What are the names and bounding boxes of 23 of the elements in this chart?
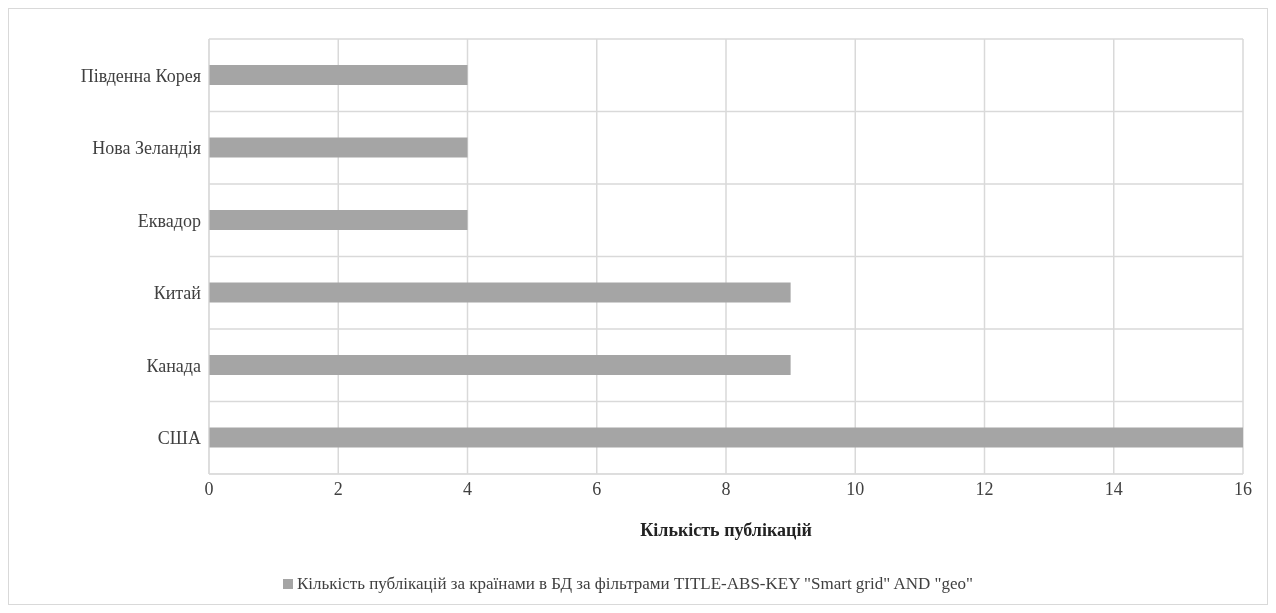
- y-tick-label: Південна Корея: [80, 65, 201, 86]
- x-tick-label: 10: [846, 478, 865, 499]
- x-tick-label: 8: [721, 478, 731, 499]
- legend-label: Кількість публікацій за країнами в БД за фільтрами TITLE-ABS-KEY "Smart grid" AND "geo": [296, 574, 973, 594]
- bar: [209, 210, 468, 230]
- x-tick-label: 14: [1104, 478, 1123, 499]
- bar: [209, 65, 468, 85]
- x-tick-label: 0: [204, 478, 214, 499]
- y-tick-label: Еквадор: [137, 210, 201, 231]
- x-tick-label: 2: [333, 478, 343, 499]
- bar: [209, 282, 791, 303]
- bar: [209, 355, 791, 375]
- x-tick-label: 6: [592, 478, 602, 499]
- y-tick-label: Канада: [146, 355, 202, 376]
- bar: [209, 427, 1243, 448]
- bar: [209, 137, 468, 158]
- x-tick-label: 12: [975, 478, 994, 499]
- y-tick-label: Нова Зеландія: [92, 138, 201, 159]
- x-tick-label: 16: [1234, 478, 1252, 499]
- x-tick-label: 4: [463, 478, 472, 499]
- y-tick-label: Китай: [153, 283, 202, 304]
- y-tick-label: США: [157, 428, 201, 449]
- x-axis-title: Кількість публікацій: [640, 520, 812, 540]
